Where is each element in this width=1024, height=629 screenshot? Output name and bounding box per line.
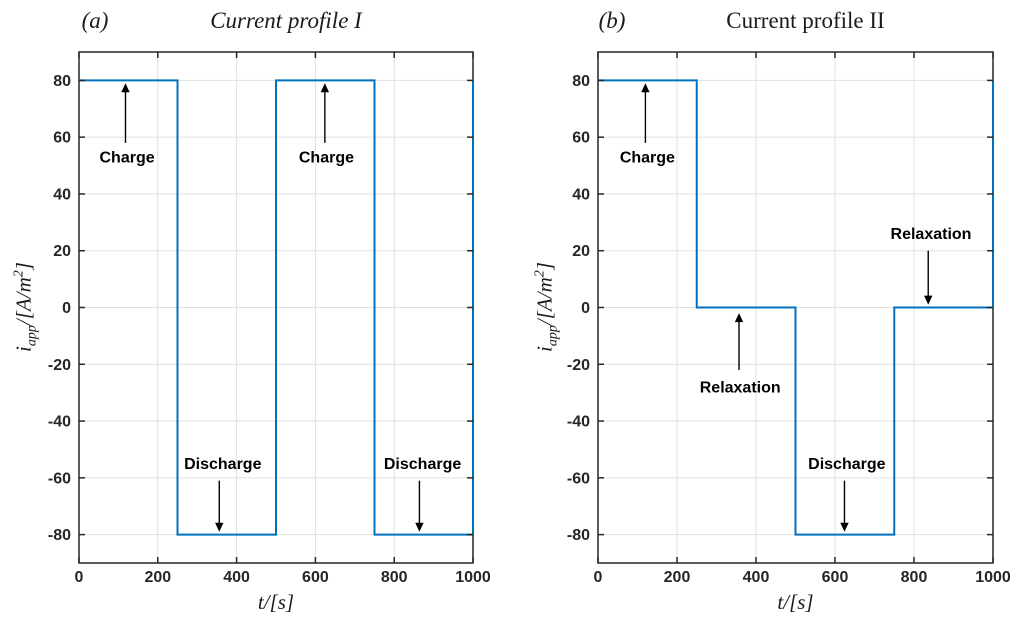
y-tick-label: 20 <box>53 243 71 260</box>
y-label-subscript: app <box>545 325 561 347</box>
y-tick-label: 20 <box>572 243 590 260</box>
y-label-unit: A/m <box>532 277 557 312</box>
annotation-label: Discharge <box>184 456 261 473</box>
y-label-superscript: 2 <box>11 270 27 278</box>
plot-title-a: Current profile I <box>210 8 362 33</box>
y-label-close: ] <box>11 262 36 271</box>
annotation-arrow-head <box>734 313 744 323</box>
y-tick-label: -60 <box>48 470 71 487</box>
y-label-var: i <box>11 346 36 352</box>
panel-label-a: (a) <box>81 8 109 33</box>
y-tick-label: 80 <box>572 73 590 90</box>
x-tick-label: 1000 <box>455 569 491 586</box>
y-axis-label-a: iapp/[A/m2] <box>11 262 40 352</box>
x-axis-label-b: t/[s] <box>777 590 814 614</box>
y-tick-label: -60 <box>567 470 590 487</box>
annotation-arrow-head <box>121 83 130 93</box>
x-tick-label: 0 <box>594 569 603 586</box>
y-label-separator: /[ <box>11 311 36 326</box>
y-label-var: i <box>532 346 557 352</box>
annotation-label: Charge <box>100 150 155 167</box>
y-tick-label: 40 <box>53 186 71 203</box>
plot-a: 0 200 400 600 800 1000 -80 -60 -40 -20 0 20 40 60 80 Ch… <box>48 51 491 586</box>
x-tick-label: 0 <box>75 569 84 586</box>
y-tick-label: 40 <box>572 186 590 203</box>
current-profile-line <box>598 79 994 536</box>
annotation-arrow-head <box>215 522 224 532</box>
annotation-label: Charge <box>620 150 675 167</box>
y-tick-label: 60 <box>572 130 590 147</box>
current-profile-line <box>79 79 474 536</box>
plot-title-b: Current profile II <box>726 8 885 33</box>
annotation-arrow-head <box>320 83 330 93</box>
x-axis-label-a: t/[s] <box>257 590 295 614</box>
y-tick-label: -80 <box>48 527 71 544</box>
y-tick-label: -40 <box>48 414 71 431</box>
annotation-label: Discharge <box>384 456 461 473</box>
annotation-label: Charge <box>299 150 354 167</box>
y-axis-label-b: iapp/[A/m2] <box>532 262 561 352</box>
x-tick-label: 400 <box>743 569 770 586</box>
annotation-label: Relaxation <box>891 226 972 243</box>
x-tick-label: 400 <box>223 569 250 586</box>
x-tick-label: 600 <box>822 569 849 586</box>
x-tick-label: 200 <box>144 569 171 586</box>
y-tick-label: 80 <box>53 73 71 90</box>
y-tick-label: 0 <box>62 300 71 317</box>
annotation-label: Discharge <box>808 456 885 473</box>
annotation-arrow-head <box>641 83 650 93</box>
x-tick-label: 200 <box>664 569 691 586</box>
y-label-unit: A/m <box>11 277 36 312</box>
panel-label-b: (b) <box>598 8 626 33</box>
y-label-separator: /[ <box>532 311 557 326</box>
y-label-close: ] <box>532 262 557 271</box>
y-tick-label: -20 <box>48 357 71 374</box>
y-label-subscript: app <box>24 325 40 347</box>
annotation-arrow-head <box>415 522 424 532</box>
plot-b: 0 200 400 600 800 1000 -80 -60 -40 -20 0 20 40 60 80 Ch… <box>567 51 1011 586</box>
y-tick-label: 0 <box>581 300 590 317</box>
annotation-arrow-head <box>840 522 849 532</box>
x-tick-label: 800 <box>901 569 928 586</box>
x-tick-label: 800 <box>381 569 408 586</box>
y-label-superscript: 2 <box>532 270 548 278</box>
annotation-label: Relaxation <box>700 379 781 396</box>
y-tick-label: -20 <box>567 357 590 374</box>
y-tick-label: -80 <box>567 527 590 544</box>
x-tick-label: 1000 <box>975 569 1011 586</box>
y-tick-label: 60 <box>53 130 71 147</box>
y-tick-label: -40 <box>567 414 590 431</box>
annotation-arrow-head <box>924 295 933 305</box>
x-tick-label: 600 <box>302 569 329 586</box>
